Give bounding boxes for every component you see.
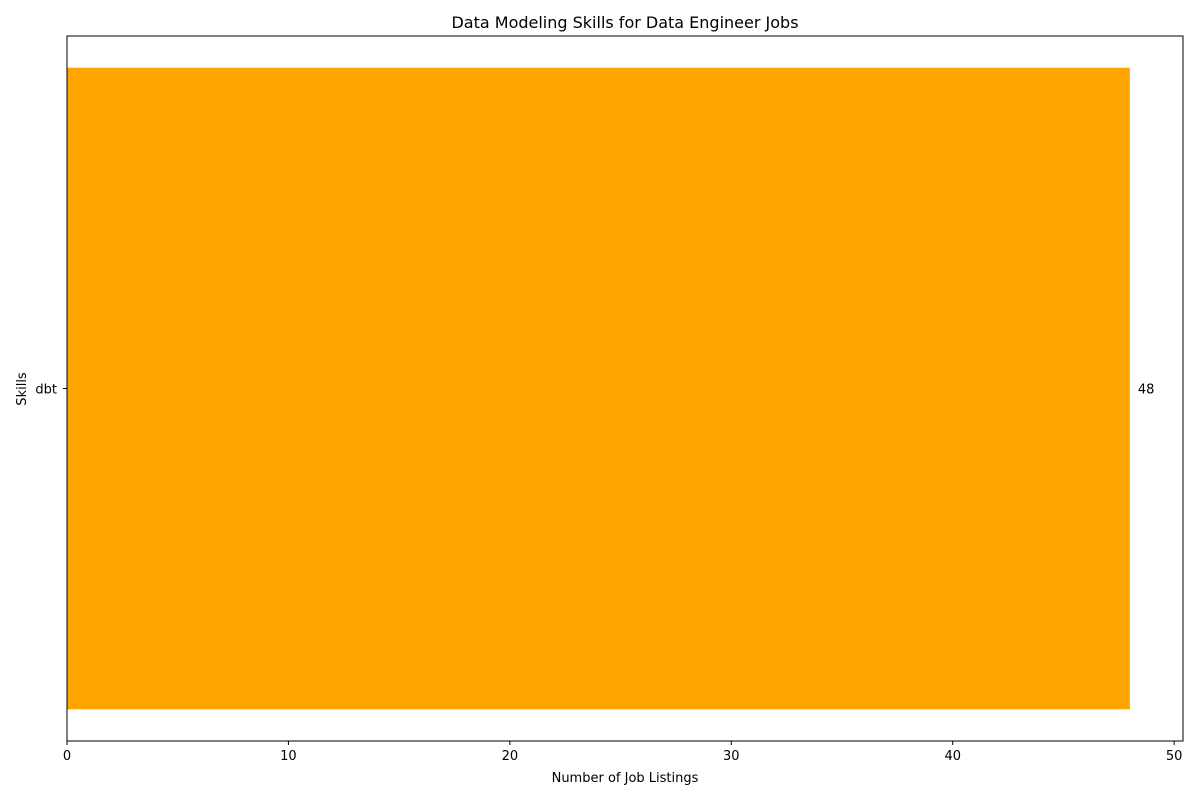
chart-title: Data Modeling Skills for Data Engineer J…: [451, 13, 798, 32]
y-axis-label: Skills: [15, 372, 30, 406]
x-tick-label: 40: [944, 749, 961, 764]
y-axis-ticks: dbt: [35, 383, 67, 398]
bar-dbt: [67, 67, 1130, 710]
x-tick-label: 10: [280, 749, 297, 764]
data-label-dbt: 48: [1138, 383, 1155, 398]
x-axis-label: Number of Job Listings: [552, 771, 699, 786]
x-tick-label: 0: [63, 749, 71, 764]
data-labels: 48: [1138, 383, 1155, 398]
x-tick-label: 30: [723, 749, 740, 764]
bars: [67, 67, 1130, 710]
x-axis-ticks: 0 10 20 30 40 50: [63, 741, 1183, 764]
y-tick-label: dbt: [35, 383, 57, 398]
x-tick-label: 50: [1166, 749, 1183, 764]
x-tick-label: 20: [502, 749, 519, 764]
